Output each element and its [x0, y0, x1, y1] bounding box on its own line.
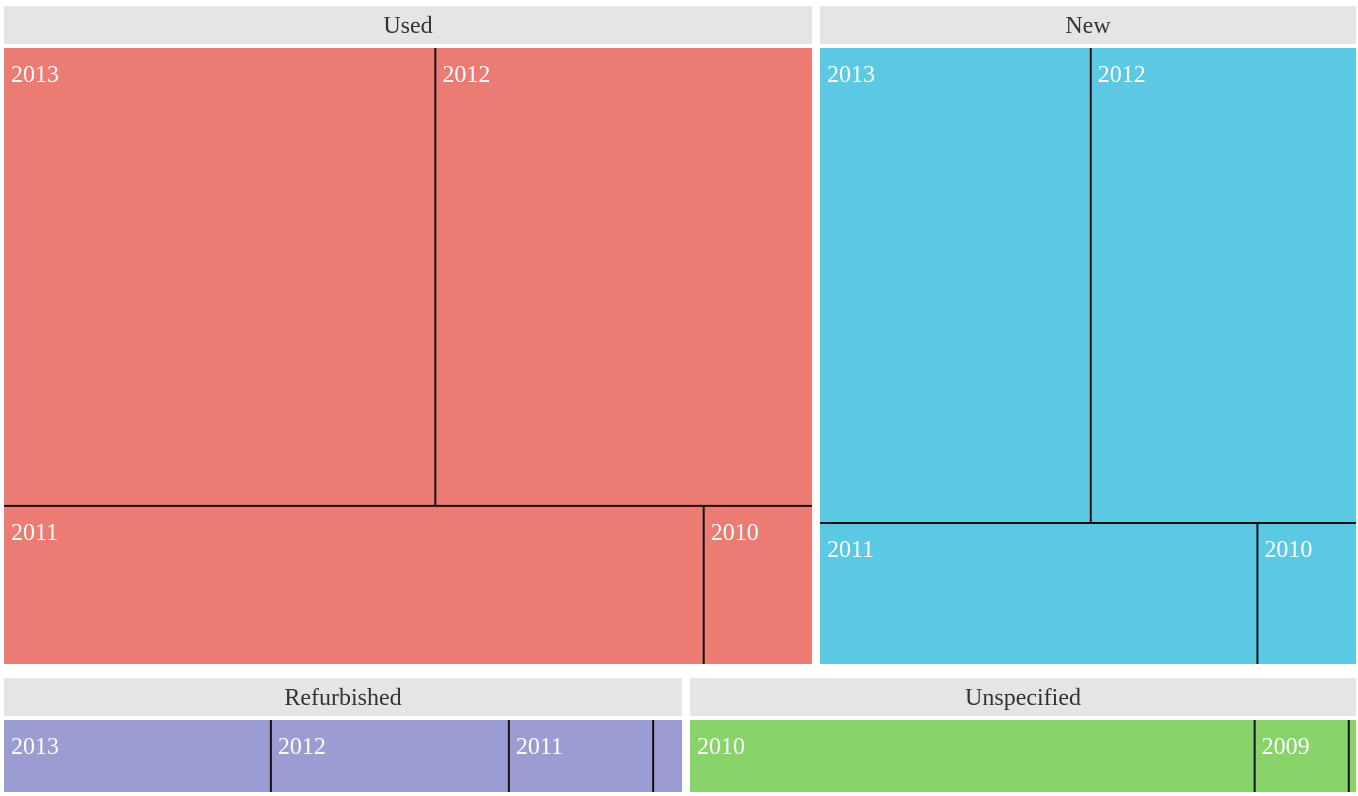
cell-refurbished-2013-label: 2013	[11, 734, 59, 760]
cell-used-2012-label: 2012	[442, 62, 490, 88]
cell-refurbished-2011-rect	[508, 720, 654, 792]
cell-new-2012[interactable]: 2012	[1089, 48, 1356, 523]
panel-title-new: New	[1065, 13, 1111, 39]
cell-new-2013-rect	[820, 48, 1091, 523]
panel-title-refurbished: Refurbished	[284, 685, 401, 711]
cell-unspecified-small-2-rect	[1348, 720, 1356, 792]
cell-refurbished-2012-rect	[270, 720, 509, 792]
cell-new-2013-label: 2013	[827, 62, 875, 88]
cell-new-2010-rect	[1257, 522, 1356, 664]
cell-new-2012-label: 2012	[1098, 62, 1146, 88]
cell-unspecified-2010-label: 2010	[697, 734, 745, 760]
cell-used-2011-label: 2011	[11, 520, 58, 546]
cell-unspecified-2009-label: 2009	[1262, 734, 1310, 760]
cell-refurbished-2013[interactable]: 2013	[4, 720, 271, 792]
cell-unspecified-small-2[interactable]	[1347, 720, 1356, 792]
cell-used-2013-label: 2013	[11, 62, 59, 88]
panel-title-used: Used	[383, 13, 432, 39]
cell-used-2010-rect	[703, 505, 812, 664]
cell-unspecified-2010-rect	[690, 720, 1255, 792]
cell-new-2011-label: 2011	[827, 537, 874, 563]
panel-unspecified: Unspecified 2010 2009	[690, 678, 1356, 792]
cell-new-2011-rect	[820, 522, 1258, 664]
cell-new-2010[interactable]: 2010	[1256, 521, 1356, 664]
cell-refurbished-2012[interactable]: 2012	[269, 720, 509, 792]
panel-used: Used 2013 2012 2011 2010	[4, 6, 812, 664]
cell-new-2012-rect	[1090, 48, 1356, 523]
cell-used-2012[interactable]: 2012	[434, 48, 812, 506]
cell-used-2010-label: 2010	[711, 520, 759, 546]
cell-new-2010-label: 2010	[1264, 537, 1312, 563]
cell-unspecified-2009-rect	[1254, 720, 1349, 792]
cell-used-2012-rect	[435, 48, 812, 506]
panel-header-used	[4, 6, 812, 44]
panel-header-refurbished	[4, 678, 682, 716]
panel-header-new	[820, 6, 1356, 44]
cell-unspecified-2010[interactable]: 2010	[690, 720, 1255, 792]
cell-used-2010[interactable]: 2010	[702, 504, 812, 664]
cell-new-2013[interactable]: 2013	[820, 48, 1091, 523]
cell-refurbished-2011-label: 2011	[516, 734, 563, 760]
cell-refurbished-2013-rect	[4, 720, 271, 792]
cell-new-2011[interactable]: 2011	[820, 521, 1258, 664]
cell-used-2011-rect	[4, 505, 704, 664]
cell-used-2011[interactable]: 2011	[4, 504, 704, 664]
cell-refurbished-small-3[interactable]	[652, 720, 682, 792]
cell-refurbished-2012-label: 2012	[278, 734, 326, 760]
cell-refurbished-2011[interactable]: 2011	[507, 720, 654, 792]
panel-header-unspecified	[690, 678, 1356, 716]
panel-new: New 2013 2012 2011 2010	[820, 6, 1356, 664]
panel-title-unspecified: Unspecified	[965, 685, 1081, 711]
cell-used-2013[interactable]: 2013	[4, 48, 436, 506]
panel-refurbished: Refurbished 2013 2012 2011	[4, 678, 682, 792]
cell-used-2013-rect	[4, 48, 436, 506]
cell-refurbished-small-3-rect	[653, 720, 682, 792]
cell-unspecified-2009[interactable]: 2009	[1253, 720, 1349, 792]
